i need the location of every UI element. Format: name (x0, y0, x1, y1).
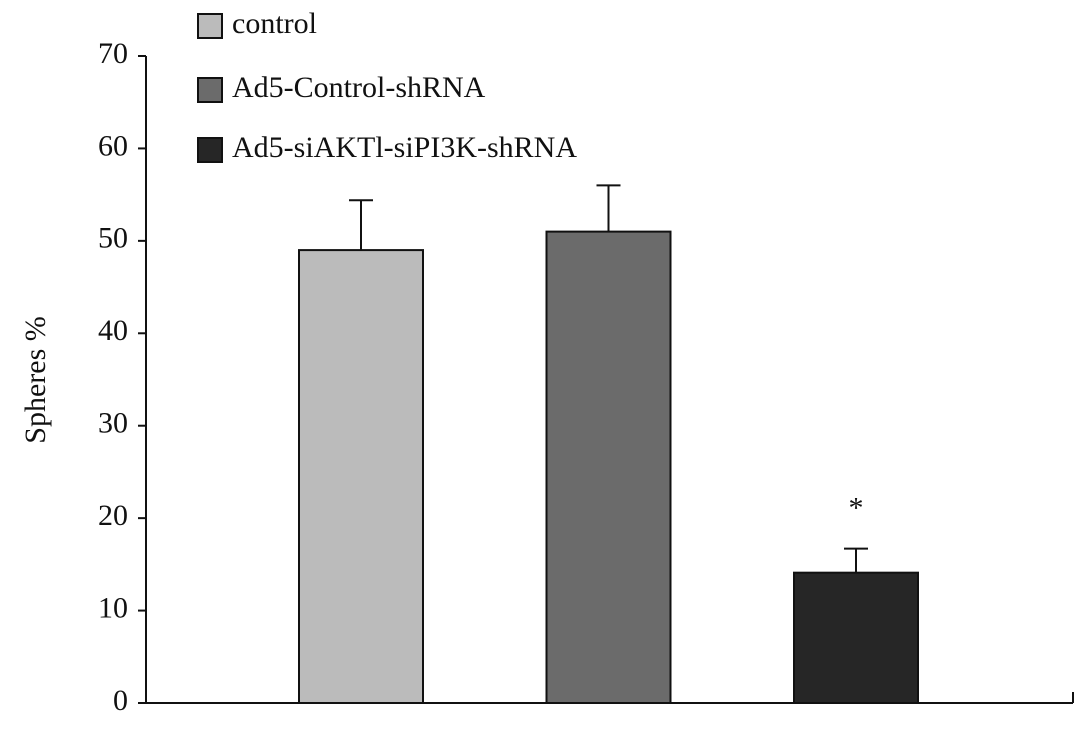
legend-label: Ad5-Control-shRNA (232, 71, 486, 104)
legend-swatch (197, 77, 223, 103)
legend-swatch (197, 13, 223, 39)
legend-label: Ad5-siAKTl-siPI3K-shRNA (232, 131, 577, 164)
y-tick-label: 20 (98, 499, 128, 532)
legend-label: control (232, 7, 317, 40)
error-bar (844, 547, 868, 573)
y-axis-label: Spheres % (19, 316, 52, 443)
y-tick-label: 0 (113, 684, 128, 717)
legend-swatch (197, 137, 223, 163)
y-tick-label: 30 (98, 407, 128, 440)
y-tick-label: 60 (98, 129, 128, 162)
y-tick-label: 70 (98, 37, 128, 70)
bar (545, 230, 672, 704)
annotation: * (849, 492, 864, 525)
y-tick-label: 40 (98, 314, 128, 347)
bar (298, 249, 424, 704)
y-tick-label: 50 (98, 222, 128, 255)
bar (793, 571, 919, 704)
y-tick-label: 10 (98, 591, 128, 624)
error-bar (596, 184, 621, 232)
error-bar (349, 199, 373, 251)
